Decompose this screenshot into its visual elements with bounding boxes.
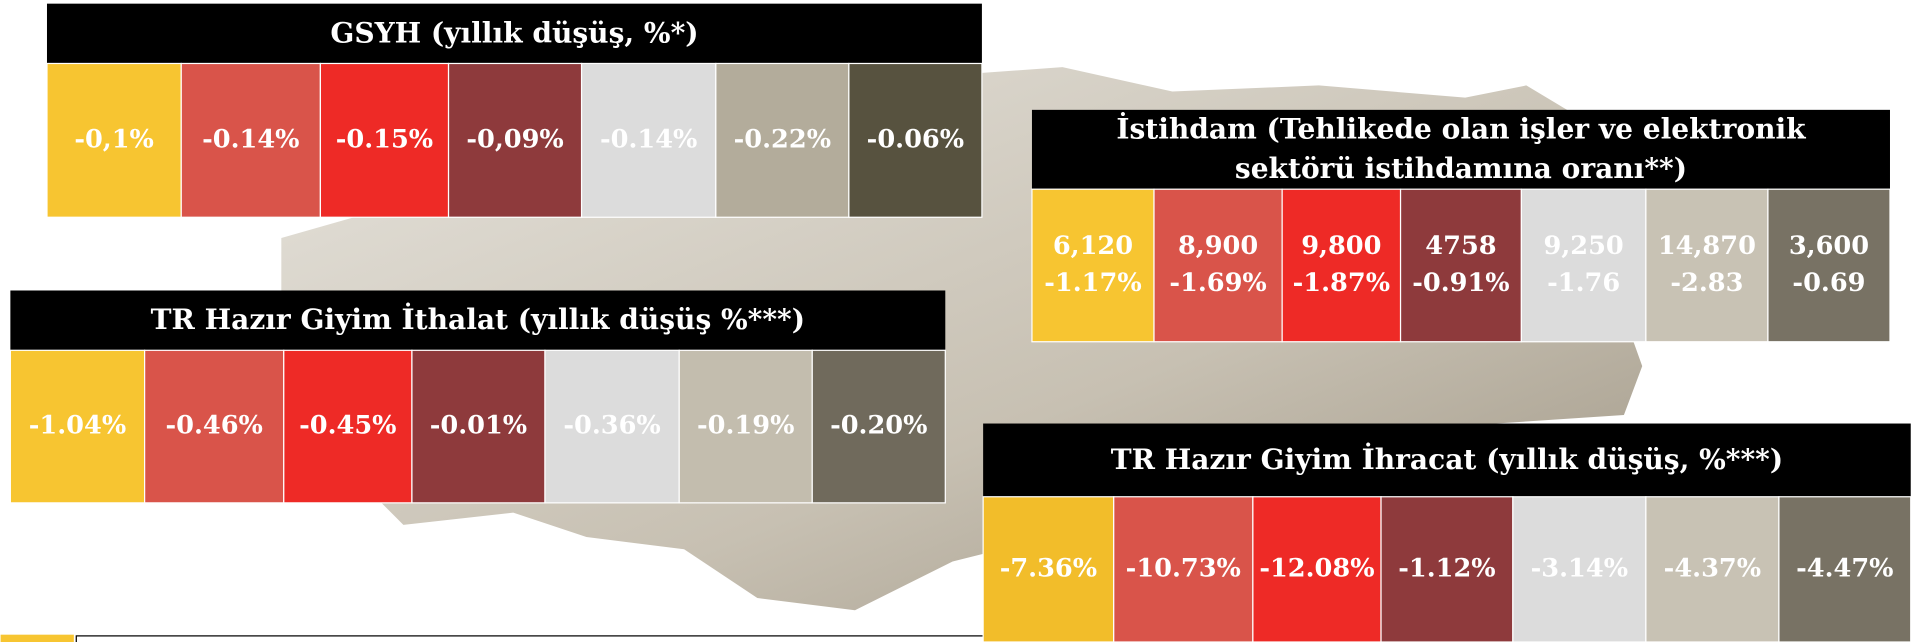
panel-title: İstihdam (Tehlikede olan işler ve elektr… bbox=[1116, 111, 1806, 145]
cell-value: -1.04% bbox=[29, 411, 126, 441]
cell-value: -1.87% bbox=[1293, 268, 1390, 298]
cell-value: -2.83 bbox=[1670, 268, 1743, 298]
cell-value: -1.12% bbox=[1398, 553, 1495, 583]
cell-value: 6,120 bbox=[1053, 231, 1133, 261]
cell bbox=[1399, 188, 1522, 343]
cell-value: -0.69 bbox=[1792, 268, 1865, 298]
cell-value: -0.91% bbox=[1412, 268, 1509, 298]
panel-header bbox=[983, 423, 1911, 497]
cell-value: 3,600 bbox=[1789, 231, 1869, 261]
cell bbox=[580, 62, 717, 218]
cell-value: -0.36% bbox=[563, 411, 660, 441]
cell bbox=[1113, 496, 1254, 642]
cell-value: -7.36% bbox=[1000, 553, 1097, 583]
cell bbox=[283, 349, 413, 504]
cell bbox=[678, 349, 813, 504]
cell bbox=[144, 349, 285, 504]
cell bbox=[544, 349, 680, 504]
cell bbox=[1281, 188, 1402, 343]
cell-value: 9,800 bbox=[1301, 231, 1381, 261]
cell bbox=[46, 62, 182, 218]
cell-value: -0.22% bbox=[734, 124, 831, 154]
cell bbox=[848, 62, 983, 218]
cell bbox=[1645, 496, 1780, 642]
cell-value: -12.08% bbox=[1259, 553, 1374, 583]
cell bbox=[715, 62, 850, 218]
cell-value: -0.19% bbox=[697, 411, 794, 441]
cell-value: -10.73% bbox=[1126, 553, 1241, 583]
cell-value: -3.14% bbox=[1531, 553, 1628, 583]
panel-title: sektörü istihdamına oranı**) bbox=[1235, 152, 1687, 185]
cell bbox=[811, 349, 946, 504]
cell-value: -0.20% bbox=[830, 411, 927, 441]
cell bbox=[319, 62, 450, 218]
cell-value: -0.46% bbox=[165, 411, 262, 441]
cell-value: -0.06% bbox=[867, 124, 964, 154]
panel-title: TR Hazır Giyim İhracat (yıllık düşüş, %*… bbox=[1111, 442, 1783, 476]
cell-value: 14,870 bbox=[1658, 231, 1756, 261]
panel-header bbox=[1031, 109, 1890, 190]
cell bbox=[9, 349, 146, 504]
legend-swatch bbox=[0, 634, 74, 642]
cell-value: -1.17% bbox=[1044, 268, 1141, 298]
panel-header bbox=[10, 290, 946, 351]
panel-title: GSYH (yıllık düşüş, %*) bbox=[330, 16, 698, 49]
cell-value: -0,09% bbox=[466, 124, 563, 154]
panel-header bbox=[46, 3, 982, 64]
cell bbox=[1645, 188, 1769, 343]
cell-value: -0.45% bbox=[299, 411, 396, 441]
cell-value: -0.01% bbox=[430, 411, 527, 441]
cell-value: -4.37% bbox=[1664, 553, 1761, 583]
cell-value: -1.69% bbox=[1169, 268, 1266, 298]
cell-value: -0.14% bbox=[600, 124, 697, 154]
cell bbox=[1031, 188, 1155, 343]
cell bbox=[1380, 496, 1514, 642]
cell-value: -4.47% bbox=[1796, 553, 1893, 583]
cell bbox=[1778, 496, 1912, 642]
cell-value: -0.14% bbox=[202, 124, 299, 154]
panel-title: TR Hazır Giyim İthalat (yıllık düşüş %**… bbox=[151, 302, 805, 336]
cell bbox=[1520, 188, 1647, 343]
cell-value: -0,1% bbox=[74, 124, 154, 154]
cell bbox=[1252, 496, 1382, 642]
cell bbox=[411, 349, 546, 504]
cell-value: 4758 bbox=[1425, 231, 1496, 261]
cell-value: -1.76 bbox=[1547, 268, 1620, 298]
cell bbox=[982, 496, 1115, 642]
cell bbox=[1767, 188, 1891, 343]
cell-value: 8,900 bbox=[1178, 231, 1258, 261]
cell bbox=[1153, 188, 1283, 343]
cell bbox=[180, 62, 321, 218]
cell-value: 9,250 bbox=[1544, 231, 1624, 261]
cell-value: -0.15% bbox=[336, 124, 433, 154]
cell bbox=[447, 62, 583, 218]
